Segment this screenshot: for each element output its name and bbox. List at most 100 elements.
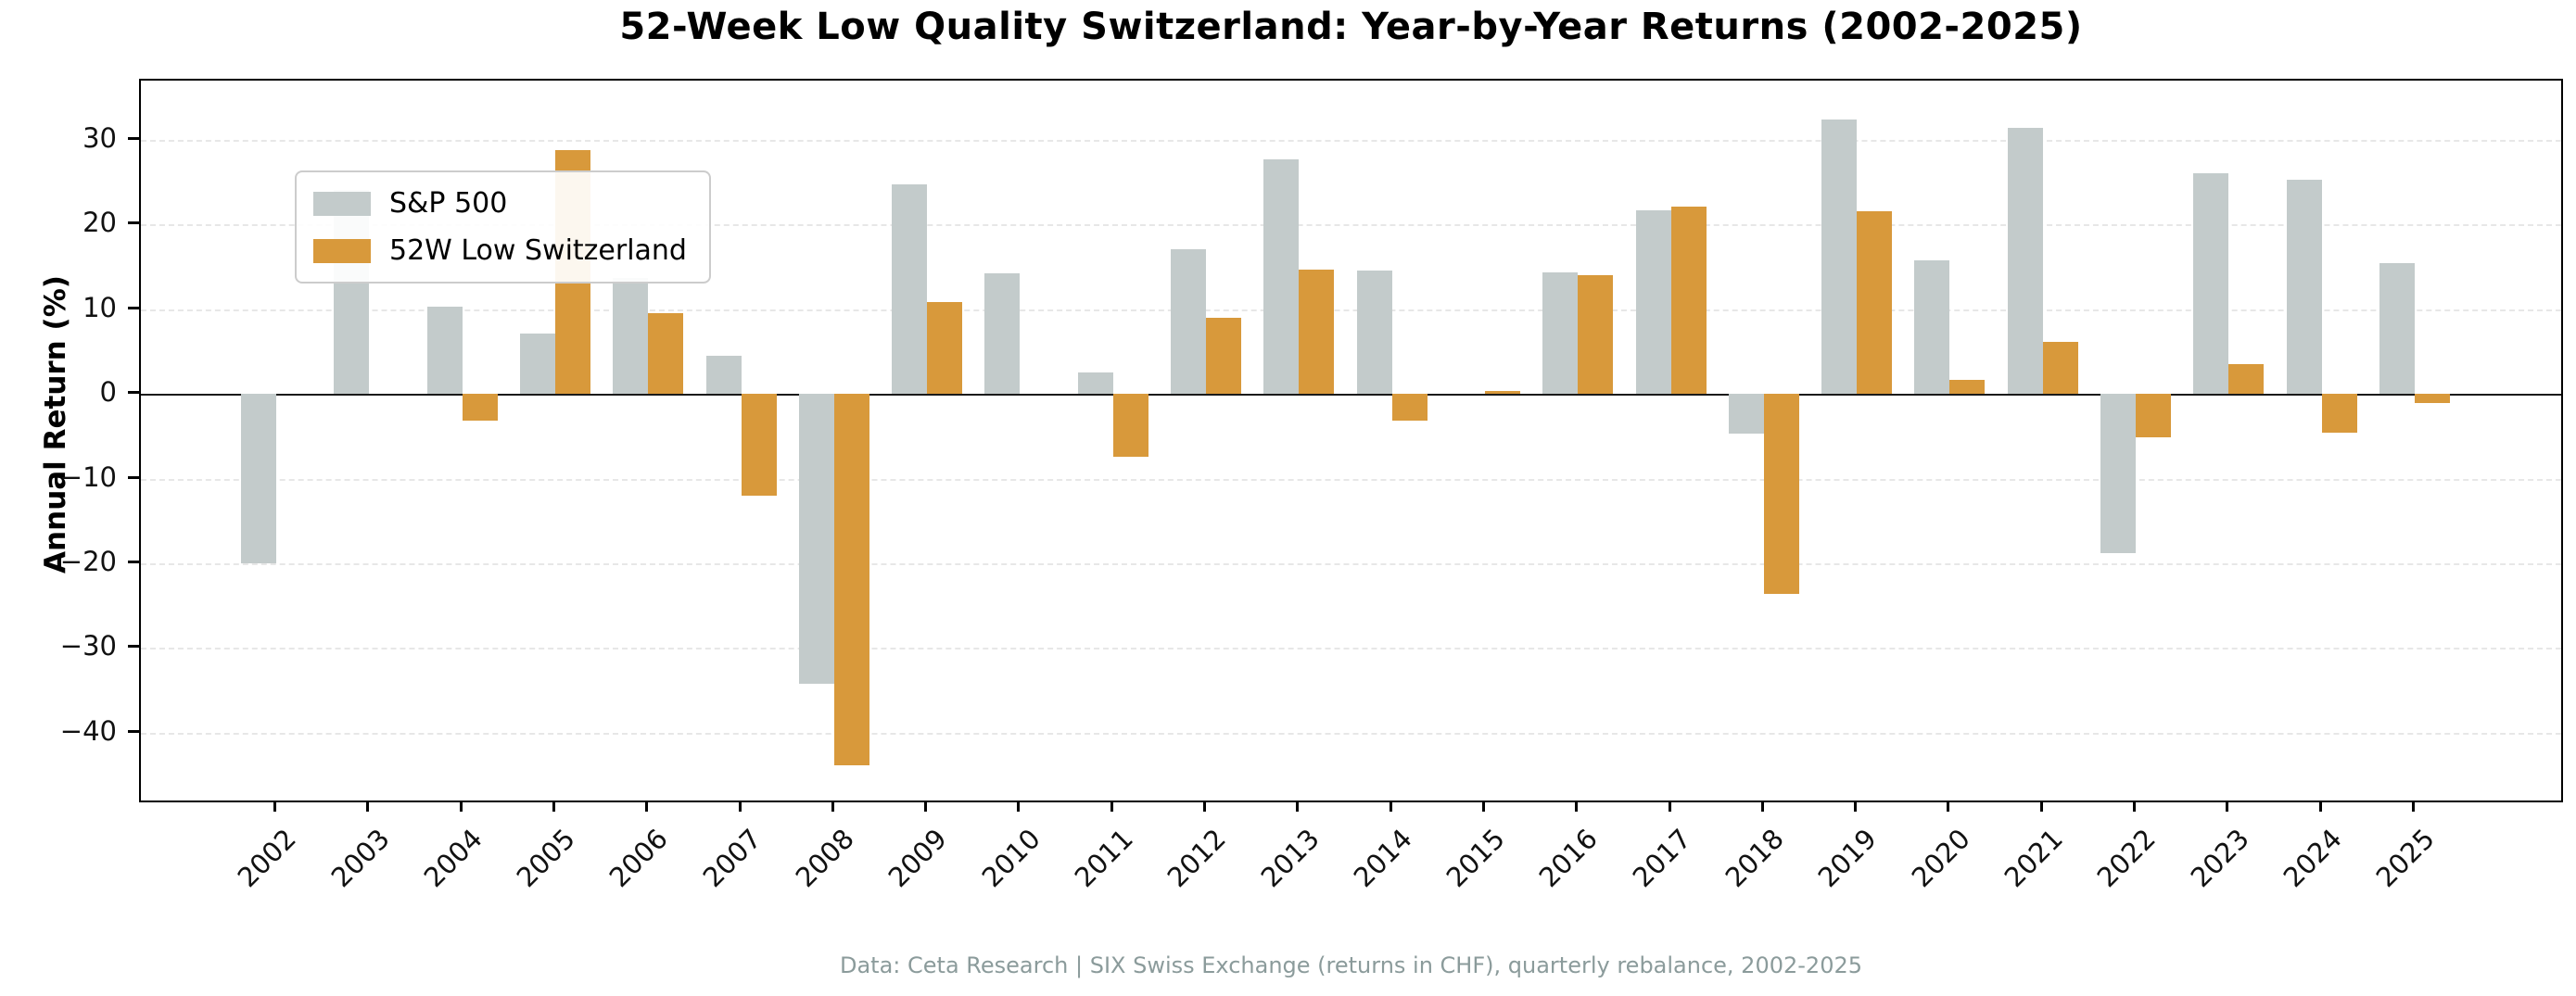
xtick-mark-2014 xyxy=(1389,801,1392,812)
bar-switzerland-2022 xyxy=(2136,394,2172,437)
bar-sp500-2005 xyxy=(519,334,555,395)
xtick-mark-2013 xyxy=(1296,801,1300,812)
ytick-mark-20 xyxy=(128,221,139,225)
bar-sp500-2012 xyxy=(1171,248,1207,395)
ytick-label-20: 20 xyxy=(82,207,117,239)
bar-sp500-2008 xyxy=(798,394,834,684)
ytick-mark--20 xyxy=(128,561,139,564)
xtick-mark-2006 xyxy=(645,801,649,812)
bar-switzerland-2016 xyxy=(1578,275,1614,395)
bar-switzerland-2011 xyxy=(1112,394,1148,457)
xtick-label-2004: 2004 xyxy=(417,823,489,894)
xtick-mark-2004 xyxy=(459,801,463,812)
bar-switzerland-2018 xyxy=(1763,394,1799,594)
legend-item-switzerland: 52W Low Switzerland xyxy=(313,234,687,267)
xtick-label-2003: 2003 xyxy=(324,823,396,894)
xtick-mark-2015 xyxy=(1481,801,1485,812)
bar-switzerland-2009 xyxy=(927,302,963,395)
xtick-label-2016: 2016 xyxy=(1533,823,1605,894)
bar-switzerland-2014 xyxy=(1391,394,1428,421)
bar-sp500-2013 xyxy=(1263,159,1300,395)
zero-line xyxy=(141,394,2561,397)
bar-switzerland-2015 xyxy=(1484,391,1520,395)
xtick-mark-2011 xyxy=(1110,801,1113,812)
xtick-mark-2021 xyxy=(2039,801,2043,812)
gridline--20 xyxy=(141,563,2561,566)
ytick-label-0: 0 xyxy=(99,376,117,409)
ytick-mark-0 xyxy=(128,391,139,395)
gridline-20 xyxy=(141,224,2561,227)
xtick-mark-2002 xyxy=(273,801,276,812)
bar-sp500-2002 xyxy=(241,394,276,564)
xtick-label-2021: 2021 xyxy=(1998,823,2069,894)
xtick-label-2023: 2023 xyxy=(2184,823,2255,894)
bar-sp500-2024 xyxy=(2286,179,2322,395)
xtick-mark-2009 xyxy=(924,801,928,812)
xtick-label-2025: 2025 xyxy=(2369,823,2442,894)
chart-title: 52-Week Low Quality Switzerland: Year-by… xyxy=(619,6,2083,48)
plot-area: S&P 500 52W Low Switzerland xyxy=(139,79,2563,802)
bar-sp500-2009 xyxy=(892,183,928,395)
ytick-label--10: −10 xyxy=(59,460,117,493)
xtick-mark-2018 xyxy=(1760,801,1764,812)
xtick-label-2019: 2019 xyxy=(1811,823,1884,894)
bar-sp500-2004 xyxy=(426,307,463,395)
bar-sp500-2018 xyxy=(1728,394,1764,435)
legend-label-switzerland: 52W Low Switzerland xyxy=(389,234,687,267)
xtick-label-2024: 2024 xyxy=(2277,823,2348,894)
bar-sp500-2007 xyxy=(705,356,742,395)
xtick-mark-2003 xyxy=(366,801,370,812)
gridline--10 xyxy=(141,478,2561,481)
bar-sp500-2016 xyxy=(1542,271,1579,395)
bar-switzerland-2025 xyxy=(2415,394,2450,404)
bar-switzerland-2007 xyxy=(741,394,777,496)
xtick-mark-2016 xyxy=(1575,801,1579,812)
gridline-30 xyxy=(141,139,2561,142)
bar-sp500-2025 xyxy=(2379,262,2415,395)
bar-switzerland-2024 xyxy=(2321,394,2357,434)
xtick-label-2022: 2022 xyxy=(2090,823,2163,894)
bar-sp500-2017 xyxy=(1635,209,1671,395)
bar-sp500-2019 xyxy=(1821,120,1858,395)
bar-sp500-2006 xyxy=(613,277,649,395)
xtick-mark-2024 xyxy=(2318,801,2322,812)
xtick-label-2007: 2007 xyxy=(696,823,768,894)
sp500-swatch xyxy=(313,191,371,216)
ytick-mark--40 xyxy=(128,729,139,733)
xtick-label-2010: 2010 xyxy=(975,823,1047,894)
ytick-mark--10 xyxy=(128,475,139,479)
gridline--40 xyxy=(141,732,2561,735)
xtick-label-2002: 2002 xyxy=(231,823,303,894)
switzerland-swatch xyxy=(313,238,371,263)
ytick-label-30: 30 xyxy=(82,121,117,154)
xtick-mark-2010 xyxy=(1017,801,1021,812)
xtick-label-2008: 2008 xyxy=(789,823,860,894)
ytick-mark-10 xyxy=(128,306,139,309)
xtick-mark-2005 xyxy=(552,801,555,812)
xtick-label-2006: 2006 xyxy=(603,823,675,894)
bar-sp500-2011 xyxy=(1077,372,1113,395)
xtick-label-2018: 2018 xyxy=(1719,823,1790,894)
bar-switzerland-2020 xyxy=(1949,379,1986,395)
xtick-label-2020: 2020 xyxy=(1905,823,1976,894)
bar-switzerland-2012 xyxy=(1206,317,1242,395)
xtick-label-2011: 2011 xyxy=(1068,823,1139,894)
bar-switzerland-2004 xyxy=(462,394,498,422)
xtick-label-2012: 2012 xyxy=(1161,823,1233,894)
footer-note: Data: Ceta Research | SIX Swiss Exchange… xyxy=(839,952,1862,978)
xtick-label-2005: 2005 xyxy=(510,823,581,894)
bar-sp500-2020 xyxy=(1914,259,1950,395)
ytick-label--20: −20 xyxy=(59,546,117,578)
bar-switzerland-2013 xyxy=(1299,269,1335,395)
legend-item-sp500: S&P 500 xyxy=(313,187,687,220)
xtick-mark-2019 xyxy=(1854,801,1858,812)
gridline--30 xyxy=(141,648,2561,650)
bar-sp500-2022 xyxy=(2100,394,2137,554)
bar-switzerland-2008 xyxy=(833,394,869,765)
bar-switzerland-2019 xyxy=(1857,210,1893,395)
bar-sp500-2021 xyxy=(2007,128,2043,395)
gridline-10 xyxy=(141,309,2561,311)
bar-switzerland-2021 xyxy=(2042,342,2078,395)
xtick-label-2013: 2013 xyxy=(1254,823,1326,894)
xtick-label-2015: 2015 xyxy=(1440,823,1512,894)
